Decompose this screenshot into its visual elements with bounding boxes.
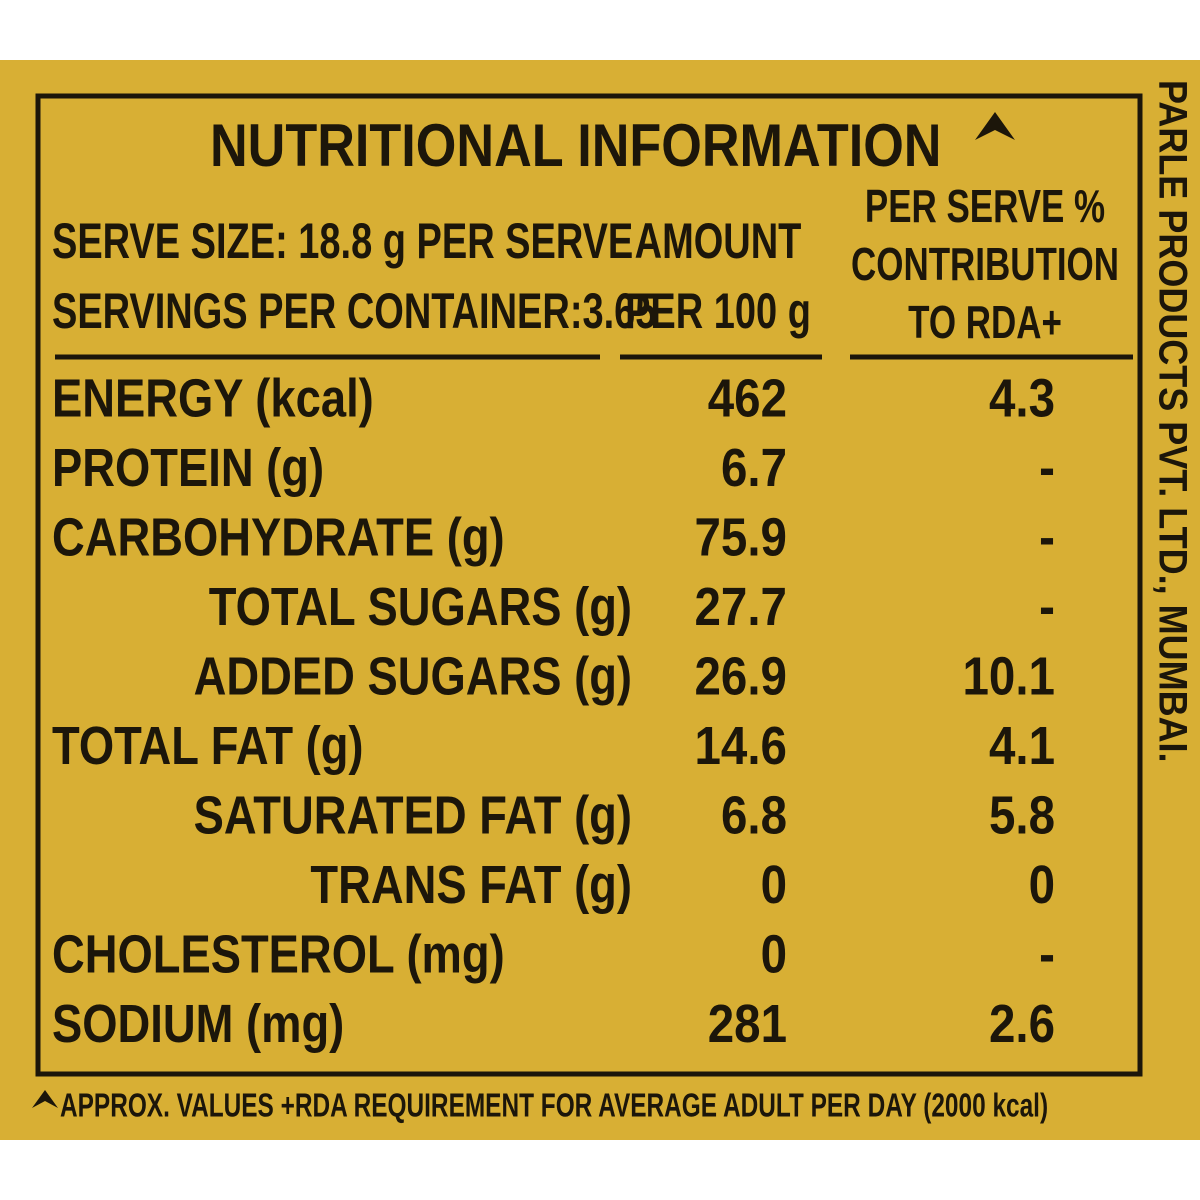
amount-value: 281 [708,993,787,1054]
rda-value: 4.1 [989,715,1055,776]
amount-value: 26.9 [695,645,787,706]
amount-heading: AMOUNT [635,214,802,269]
amount-value: 14.6 [695,715,787,776]
footnote: APPROX. VALUES +RDA REQUIREMENT FOR AVER… [60,1088,1048,1124]
label-background [0,60,1200,1140]
rda-heading: CONTRIBUTION [851,238,1119,290]
rda-value: - [1039,506,1055,567]
approx-symbol [975,112,1015,140]
amount-heading: PER 100 g [625,284,811,339]
serve-size: SERVE SIZE: 18.8 g PER SERVE [52,214,633,269]
rda-value: - [1039,576,1055,637]
rda-value: 5.8 [989,784,1055,845]
nutrient-name: CARBOHYDRATE (g) [52,507,505,568]
label-border [35,93,1143,1077]
rda-value: - [1039,923,1055,984]
amount-value: 0 [761,923,787,984]
amount-value: 6.7 [721,437,787,498]
approx-symbol [32,1090,58,1108]
title: NUTRITIONAL INFORMATION [210,111,941,178]
side-text: PARLE PRODUCTS PVT. LTD., MUMBAI. [1150,80,1194,763]
amount-value: 462 [708,367,787,428]
nutrient-name: ENERGY (kcal) [52,368,374,429]
amount-value: 75.9 [695,506,787,567]
nutrient-name: ADDED SUGARS (g) [194,646,632,707]
rda-value: 10.1 [963,645,1055,706]
rda-heading: TO RDA+ [908,296,1062,348]
nutrient-name: PROTEIN (g) [52,437,324,498]
amount-value: 27.7 [695,576,787,637]
nutrient-name: CHOLESTEROL (mg) [52,924,505,985]
nutrient-name: TRANS FAT (g) [310,854,632,915]
rda-value: 0 [1029,854,1055,915]
servings: SERVINGS PER CONTAINER:3.65 [52,284,656,339]
rda-value: - [1039,437,1055,498]
rda-value: 4.3 [989,367,1055,428]
nutrient-name: TOTAL FAT (g) [52,715,364,776]
amount-value: 0 [761,854,787,915]
nutrient-name: SODIUM (mg) [52,993,344,1054]
rda-value: 2.6 [989,993,1055,1054]
nutrient-name: SATURATED FAT (g) [194,785,632,846]
amount-value: 6.8 [721,784,787,845]
rda-heading: PER SERVE % [865,180,1105,232]
nutrient-name: TOTAL SUGARS (g) [209,576,632,637]
